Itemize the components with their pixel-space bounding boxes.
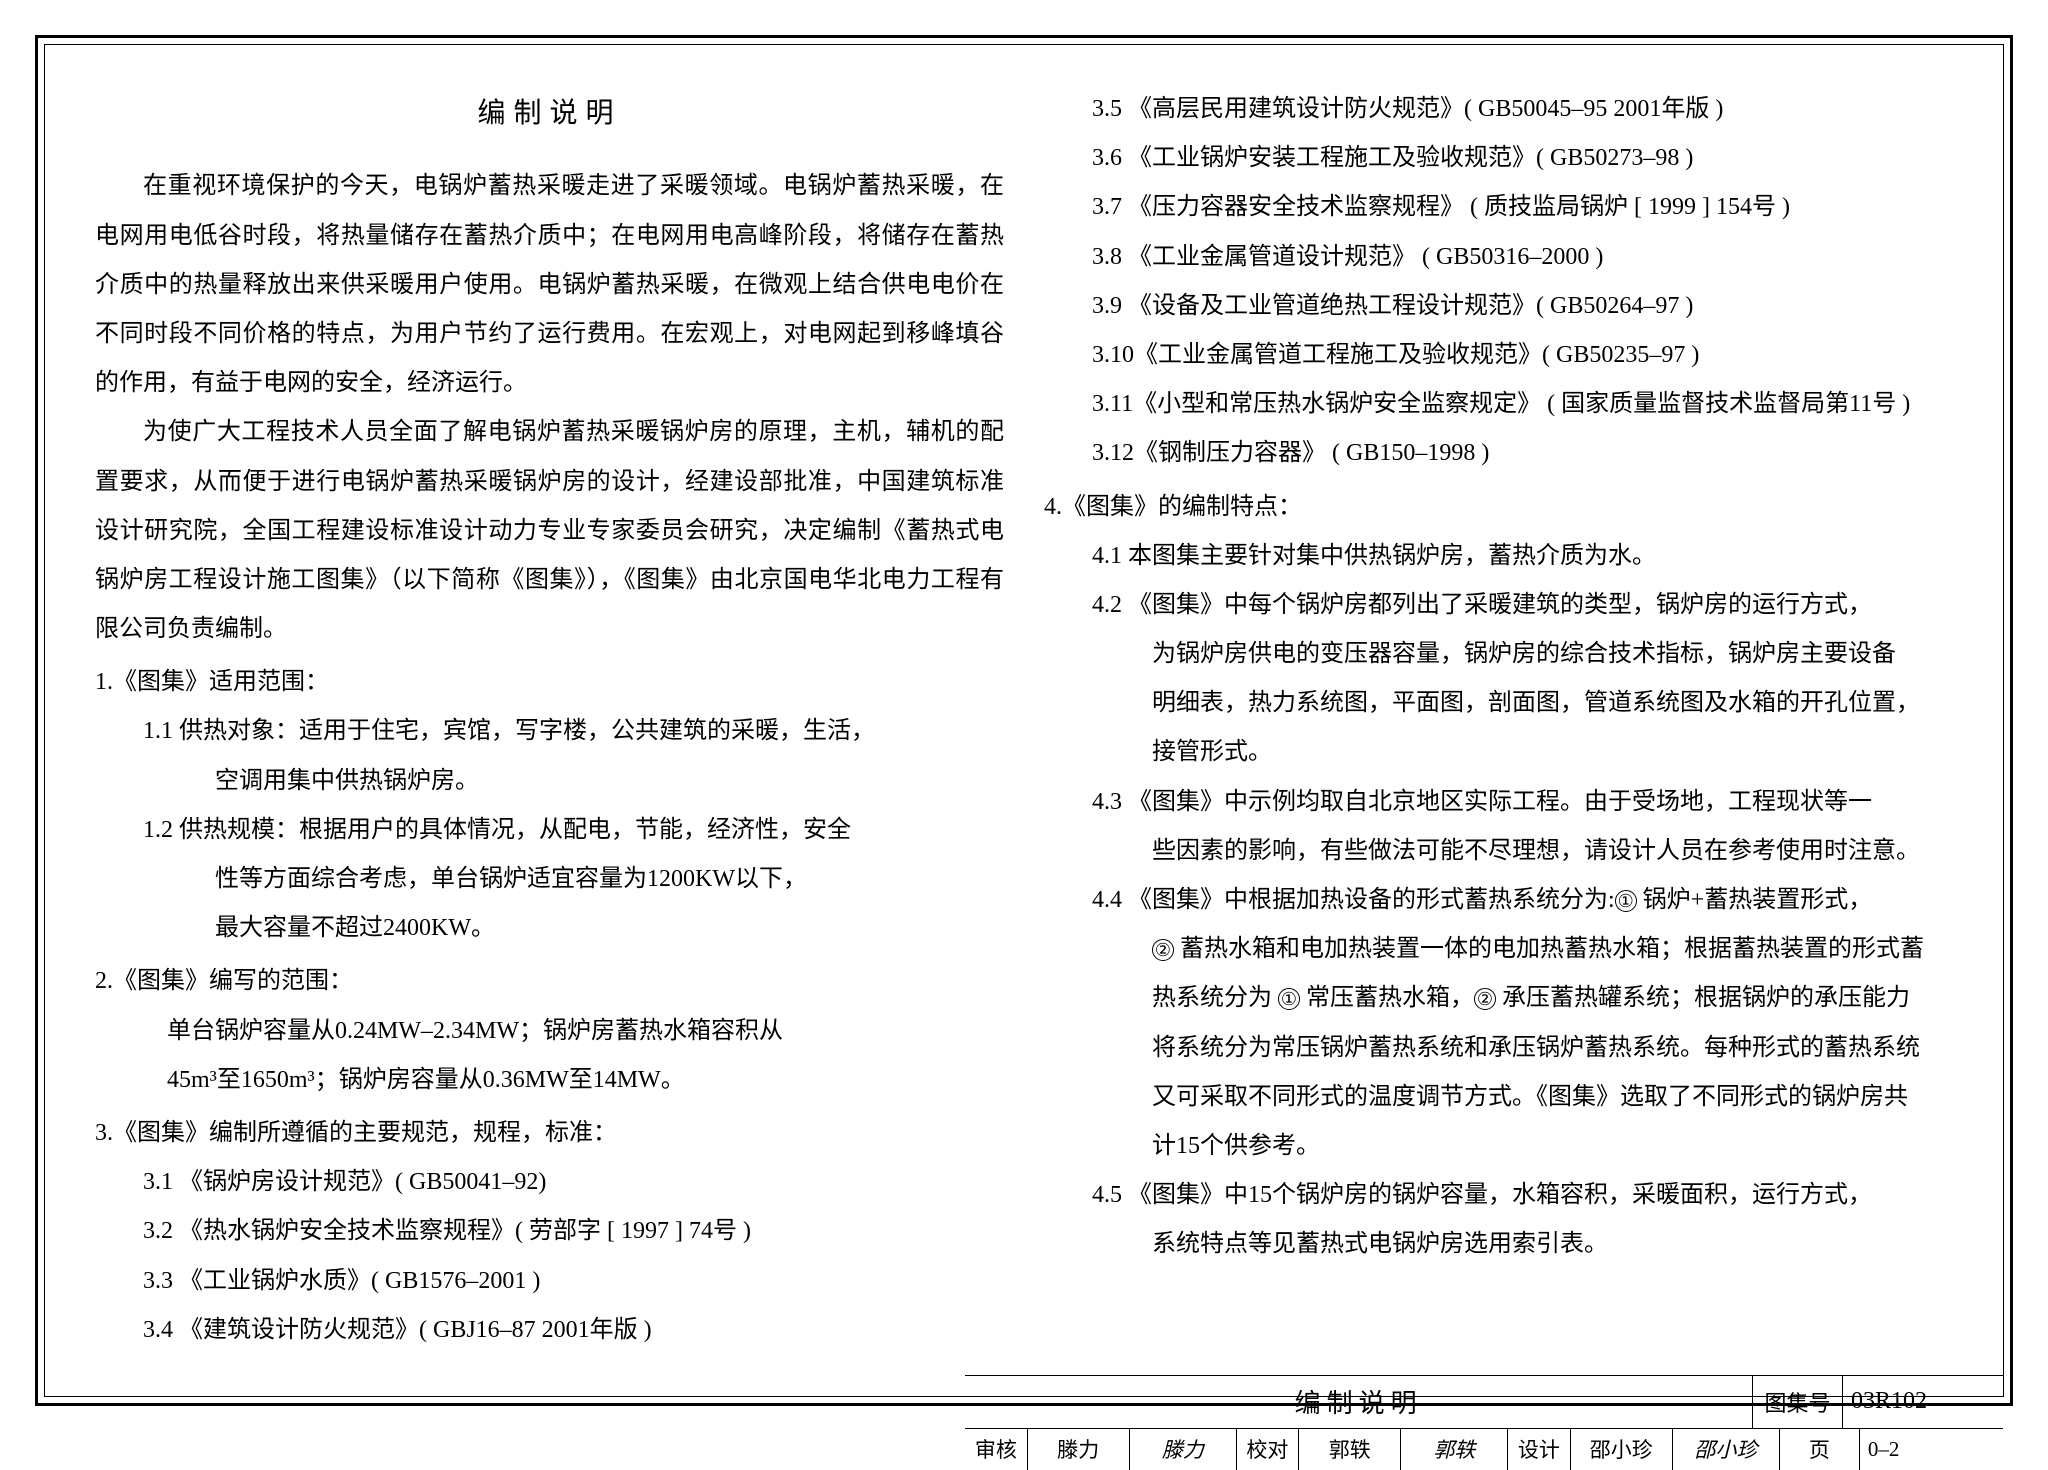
review-name: 滕力 [1028,1429,1130,1470]
circled-1-icon: ① [1615,890,1637,912]
section-3-heading: 3.《图集》编制所遵循的主要规范，规程，标准： [95,1109,1004,1158]
intro-paragraph-1: 在重视环境保护的今天，电锅炉蓄热采暖走进了采暖领域。电锅炉蓄热采暖，在电网用电低… [95,162,1004,408]
page-title: 编制说明 [95,85,1004,142]
design-signature: 邵小珍 [1673,1429,1780,1470]
circled-1b-icon: ① [1278,988,1300,1010]
item-4-4-cont-1: ② 蓄热水箱和电加热装置一体的电加热蓄热水箱；根据蓄热装置的形式蓄 [1044,925,1953,974]
check-label: 校对 [1237,1429,1299,1470]
item-1-1: 1.1 供热对象：适用于住宅，宾馆，写字楼，公共建筑的采暖，生活， [143,707,1004,756]
item-1-2: 1.2 供热规模：根据用户的具体情况，从配电，节能，经济性，安全 [143,806,1004,855]
item-4-2-cont-1: 为锅炉房供电的变压器容量，锅炉房的综合技术指标，锅炉房主要设备 [1044,630,1953,679]
section-2-line-1: 单台锅炉容量从0.24MW–2.34MW；锅炉房蓄热水箱容积从 [95,1007,1004,1056]
item-4-4-text-post: 锅炉+蓄热装置形式， [1637,887,1873,913]
item-4-4-text-pre: 4.4 《图集》中根据加热设备的形式蓄热系统分为: [1092,887,1615,913]
item-1-1-cont: 空调用集中供热锅炉房。 [95,757,1004,806]
item-4-4-cont-3: 将系统分为常压锅炉蓄热系统和承压锅炉蓄热系统。每种形式的蓄热系统 [1044,1024,1953,1073]
item-4-4-cont-5: 计15个供参考。 [1044,1122,1953,1171]
design-name: 邵小珍 [1571,1429,1673,1470]
item-3-2: 3.2 《热水锅炉安全技术监察规程》( 劳部字 [ 1997 ] 74号 ) [143,1207,1004,1256]
item-4-2: 4.2 《图集》中每个锅炉房都列出了采暖建筑的类型，锅炉房的运行方式， [1092,581,1953,630]
item-3-5: 3.5 《高层民用建筑设计防火规范》( GB50045–95 2001年版 ) [1092,85,1953,134]
item-4-2-cont-2: 明细表，热力系统图，平面图，剖面图，管道系统图及水箱的开孔位置， [1044,679,1953,728]
right-column: 3.5 《高层民用建筑设计防火规范》( GB50045–95 2001年版 ) … [1044,85,1953,1355]
code-value: 03R102 [1843,1376,2003,1428]
item-3-6: 3.6 《工业锅炉安装工程施工及验收规范》( GB50273–98 ) [1092,134,1953,183]
item-3-3: 3.3 《工业锅炉水质》( GB1576–2001 ) [143,1257,1004,1306]
item-3-1: 3.1 《锅炉房设计规范》( GB50041–92) [143,1158,1004,1207]
title-block-row-1: 编制说明 图集号 03R102 [965,1376,2003,1428]
item-4-4-cont-1-text: 蓄热水箱和电加热装置一体的电加热蓄热水箱；根据蓄热装置的形式蓄 [1174,936,1924,962]
item-3-9: 3.9 《设备及工业管道绝热工程设计规范》( GB50264–97 ) [1092,282,1953,331]
item-4-2-cont-3: 接管形式。 [1044,728,1953,777]
design-label: 设计 [1508,1429,1570,1470]
page-label: 页 [1780,1429,1860,1470]
item-3-8: 3.8 《工业金属管道设计规范》 ( GB50316–2000 ) [1092,233,1953,282]
title-block: 编制说明 图集号 03R102 审核 滕力 滕力 校对 郭轶 郭轶 设计 邵小珍… [965,1375,2003,1470]
item-4-3-cont: 些因素的影响，有些做法可能不尽理想，请设计人员在参考使用时注意。 [1044,827,1953,876]
item-4-5-cont: 系统特点等见蓄热式电锅炉房选用索引表。 [1044,1220,1953,1269]
circled-2b-icon: ② [1474,988,1496,1010]
drawing-title: 编制说明 [965,1376,1753,1428]
section-2-line-2: 45m³至1650m³；锅炉房容量从0.36MW至14MW。 [95,1056,1004,1105]
item-4-4-cont-4: 又可采取不同形式的温度调节方式。《图集》选取了不同形式的锅炉房共 [1044,1073,1953,1122]
left-column: 编制说明 在重视环境保护的今天，电锅炉蓄热采暖走进了采暖领域。电锅炉蓄热采暖，在… [95,85,1004,1355]
content-area: 编制说明 在重视环境保护的今天，电锅炉蓄热采暖走进了采暖领域。电锅炉蓄热采暖，在… [45,45,2003,1375]
item-1-2-cont-1: 性等方面综合考虑，单台锅炉适宜容量为1200KW以下， [95,855,1004,904]
item-4-4-cont-2-mid: 常压蓄热水箱， [1300,985,1474,1011]
title-block-row-2: 审核 滕力 滕力 校对 郭轶 郭轶 设计 邵小珍 邵小珍 页 0–2 [965,1428,2003,1470]
item-3-7: 3.7 《压力容器安全技术监察规程》 ( 质技监局锅炉 [ 1999 ] 154… [1092,183,1953,232]
item-3-4: 3.4 《建筑设计防火规范》( GBJ16–87 2001年版 ) [143,1306,1004,1355]
item-4-4-cont-2-pre: 热系统分为 [1152,985,1278,1011]
code-label: 图集号 [1753,1376,1843,1428]
item-4-1: 4.1 本图集主要针对集中供热锅炉房，蓄热介质为水。 [1092,532,1953,581]
item-4-4: 4.4 《图集》中根据加热设备的形式蓄热系统分为:① 锅炉+蓄热装置形式， [1092,876,1953,925]
item-4-4-cont-2-post: 承压蓄热罐系统；根据锅炉的承压能力 [1496,985,1910,1011]
review-label: 审核 [965,1429,1027,1470]
inner-frame: 编制说明 在重视环境保护的今天，电锅炉蓄热采暖走进了采暖领域。电锅炉蓄热采暖，在… [44,44,2004,1397]
item-4-3: 4.3 《图集》中示例均取自北京地区实际工程。由于受场地，工程现状等一 [1092,778,1953,827]
circled-2-icon: ② [1152,939,1174,961]
intro-paragraph-2: 为使广大工程技术人员全面了解电锅炉蓄热采暖锅炉房的原理，主机，辅机的配置要求，从… [95,408,1004,654]
item-1-2-cont-2: 最大容量不超过2400KW。 [95,904,1004,953]
item-3-12: 3.12《钢制压力容器》 ( GB150–1998 ) [1092,429,1953,478]
page-value: 0–2 [1860,1429,2003,1470]
item-4-4-cont-2: 热系统分为 ① 常压蓄热水箱，② 承压蓄热罐系统；根据锅炉的承压能力 [1044,974,1953,1023]
section-4-heading: 4.《图集》的编制特点： [1044,483,1953,532]
section-2-heading: 2.《图集》编写的范围： [95,957,1004,1006]
check-name: 郭轶 [1299,1429,1401,1470]
outer-frame: 编制说明 在重视环境保护的今天，电锅炉蓄热采暖走进了采暖领域。电锅炉蓄热采暖，在… [35,35,2013,1406]
review-signature: 滕力 [1130,1429,1237,1470]
item-4-5: 4.5 《图集》中15个锅炉房的锅炉容量，水箱容积，采暖面积，运行方式， [1092,1171,1953,1220]
item-3-10: 3.10《工业金属管道工程施工及验收规范》( GB50235–97 ) [1092,331,1953,380]
item-3-11: 3.11《小型和常压热水锅炉安全监察规定》 ( 国家质量监督技术监督局第11号 … [1092,380,1953,429]
section-1-heading: 1.《图集》适用范围： [95,658,1004,707]
check-signature: 郭轶 [1401,1429,1508,1470]
